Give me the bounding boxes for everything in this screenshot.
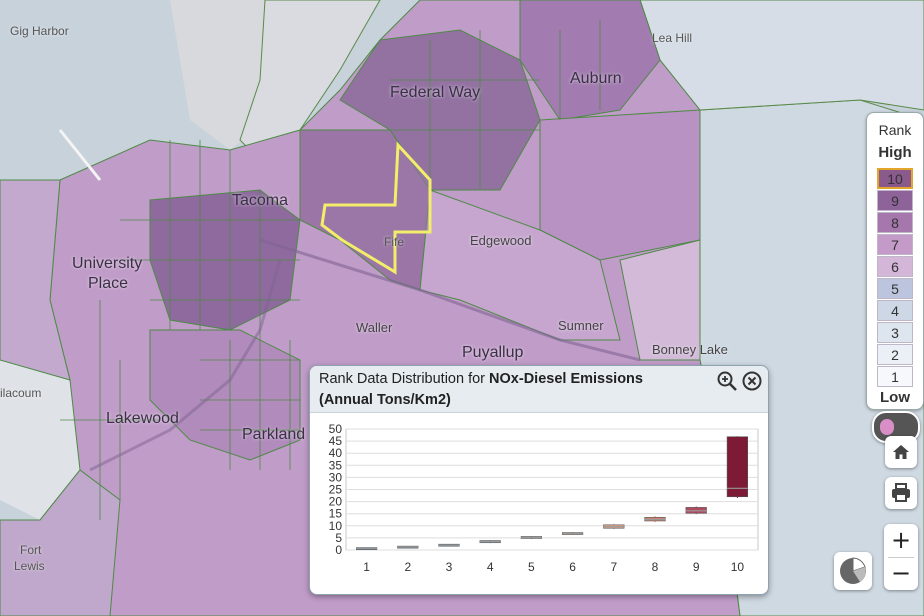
zoom-out-button[interactable]: −: [890, 559, 912, 587]
pie-chart-button[interactable]: [834, 552, 872, 590]
y-tick-label: 25: [329, 483, 343, 497]
legend-low-label: Low: [880, 389, 910, 406]
legend-cell-2[interactable]: 2: [877, 344, 913, 365]
x-tick-label: 2: [404, 560, 411, 574]
popup-header: Rank Data Distribution for NOx-Diesel Em…: [310, 366, 768, 413]
popup-title-prefix: Rank Data Distribution for: [319, 371, 490, 387]
legend-cells: 10 9 8 7 6 5 4 3 2 1: [877, 168, 913, 388]
y-tick-label: 15: [329, 507, 343, 521]
x-tick-label: 1: [363, 560, 370, 574]
y-tick-label: 0: [335, 543, 342, 557]
popup-title: Rank Data Distribution for NOx-Diesel Em…: [319, 371, 643, 387]
y-tick-label: 45: [329, 434, 343, 448]
y-tick-label: 35: [329, 458, 343, 472]
legend-cell-8[interactable]: 8: [877, 212, 913, 233]
legend-cell-9[interactable]: 9: [877, 190, 913, 211]
y-tick-label: 10: [329, 519, 343, 533]
zoom-divider: [888, 557, 914, 558]
zoom-to-icon[interactable]: [716, 370, 738, 392]
toggle-knob: [880, 419, 894, 435]
zoom-in-button[interactable]: +: [890, 526, 912, 554]
print-icon: [892, 483, 910, 502]
legend-cell-7[interactable]: 7: [877, 234, 913, 255]
x-tick-label: 10: [731, 560, 745, 574]
legend-cell-6[interactable]: 6: [877, 256, 913, 277]
close-icon[interactable]: [741, 370, 763, 392]
box-rank-10: [726, 436, 749, 498]
pie-chart-icon: [840, 557, 866, 584]
y-tick-label: 40: [329, 446, 343, 460]
selected-region-fife: [320, 141, 432, 275]
x-tick-label: 5: [528, 560, 535, 574]
legend-cell-5[interactable]: 5: [877, 278, 913, 299]
y-tick-label: 5: [335, 531, 342, 545]
home-icon: [893, 445, 909, 459]
legend-title: Rank: [878, 122, 912, 138]
x-tick-label: 4: [487, 560, 494, 574]
popup-title-units: (Annual Tons/Km2): [319, 392, 451, 408]
y-tick-label: 20: [329, 495, 343, 509]
legend-cell-1[interactable]: 1: [877, 366, 913, 387]
legend-cell-3[interactable]: 3: [877, 322, 913, 343]
legend-cell-10[interactable]: 10: [877, 168, 913, 189]
rank-legend: Rank High 10 9 8 7 6 5 4 3 2 1 Low: [866, 112, 924, 410]
home-button[interactable]: [885, 436, 917, 468]
legend-cell-4[interactable]: 4: [877, 300, 913, 321]
rank-distribution-popup: Rank Data Distribution for NOx-Diesel Em…: [309, 365, 769, 595]
y-tick-label: 50: [329, 422, 343, 436]
y-tick-label: 30: [329, 470, 343, 484]
x-tick-label: 7: [610, 560, 617, 574]
x-tick-label: 6: [569, 560, 576, 574]
print-button[interactable]: [885, 477, 917, 509]
popup-title-metric: NOx-Diesel Emissions: [489, 371, 643, 387]
zoom-controls: + −: [884, 524, 918, 590]
x-tick-label: 3: [446, 560, 453, 574]
x-tick-label: 8: [652, 560, 659, 574]
legend-high-label: High: [878, 144, 912, 161]
x-tick-label: 9: [693, 560, 700, 574]
